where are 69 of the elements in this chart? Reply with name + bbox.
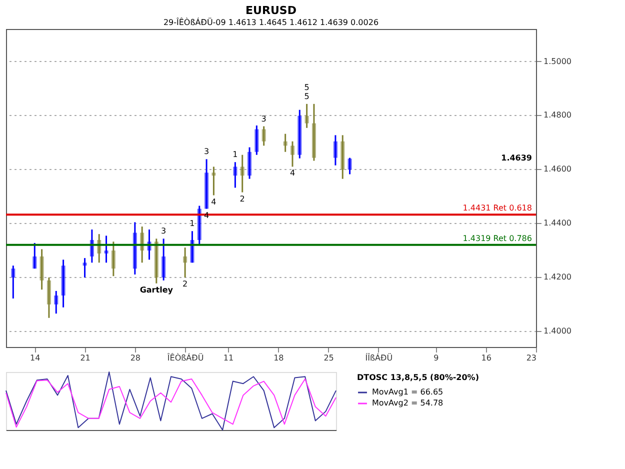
x-tick-label: 9 (434, 354, 439, 362)
candlestick (340, 134, 345, 180)
annotation: 3 (161, 226, 166, 236)
candlestick (248, 146, 252, 180)
annotation: 1 (232, 150, 238, 160)
y-tick-label: 1.5000 (544, 56, 572, 66)
annotation: 2 (182, 279, 188, 288)
x-tick-label: 16 (481, 354, 492, 362)
candlestick (82, 257, 87, 278)
legend-title: DTOSC 13,8,5,5 (80%-20%) (357, 373, 479, 382)
candlestick (54, 290, 58, 314)
candlestick (61, 258, 66, 308)
candlestick (233, 161, 238, 188)
annotation: 4 (204, 210, 210, 220)
x-tick-label: 21 (80, 354, 90, 362)
candlestick (290, 140, 294, 168)
candlestick (204, 158, 209, 210)
candlestick (190, 230, 194, 264)
y-tick-label: 1.4000 (544, 326, 572, 336)
chart-title: EURUSD (246, 4, 296, 17)
candlestick (162, 238, 166, 282)
annotation: 1 (190, 219, 195, 228)
y-tick-label: 1.4800 (544, 110, 572, 120)
candlestick (283, 133, 288, 153)
legend-label: MovAvg1 = 66.65 (372, 388, 444, 396)
candlestick (11, 264, 16, 300)
candlestick (40, 248, 44, 290)
x-tick-label: 28 (130, 354, 141, 362)
y-tick-label: 1.4600 (544, 164, 572, 174)
x-tick-label: 11 (223, 354, 234, 362)
x-tick-label: 18 (274, 354, 284, 362)
ref-line-label: 1.4431 Ret 0.618 (462, 204, 532, 213)
x-tick-label: ÎÊÒßÁÐÜ (167, 352, 204, 362)
x-tick-label: 23 (526, 354, 536, 362)
candlestick (212, 166, 216, 196)
y-tick-label: 1.4400 (544, 218, 572, 228)
annotation: 2 (240, 194, 245, 204)
candlestick (46, 276, 51, 319)
candlestick (132, 221, 137, 276)
annotation: 3 (261, 114, 266, 124)
candlestick (254, 124, 259, 156)
candlestick (298, 109, 302, 160)
candlestick (183, 246, 188, 278)
annotation: 5 (304, 82, 310, 92)
candlestick (104, 234, 108, 264)
candlestick (197, 205, 202, 246)
candlestick (348, 157, 352, 176)
annotation: 4 (290, 168, 296, 178)
annotation: 1.4639 (501, 154, 532, 163)
candlestick (312, 103, 316, 162)
annotation: 4 (211, 197, 216, 206)
candlestick (304, 103, 309, 129)
ref-line-label: 1.4319 Ret 0.786 (462, 234, 532, 243)
legend-label: MovAvg2 = 54.78 (372, 398, 444, 408)
annotation: 3 (204, 147, 210, 156)
x-tick-label: 25 (324, 354, 334, 362)
candlestick (240, 154, 244, 194)
candlestick (111, 240, 116, 277)
chart-subtitle: 29-ÎÊÒßÁÐÜ-09 1.4613 1.4645 1.4612 1.4639 0.0026 (163, 17, 379, 27)
x-tick-label: 14 (30, 354, 40, 362)
candlestick (154, 238, 158, 284)
candlestick (262, 126, 266, 146)
candlestick (140, 226, 144, 264)
candlestick (32, 242, 37, 270)
annotation: 5 (304, 92, 310, 101)
y-tick-label: 1.4200 (544, 272, 572, 282)
candlestick (333, 134, 338, 166)
annotation: Gartley (140, 285, 174, 294)
x-tick-label: ÍÎßÁÐÜ (365, 352, 393, 362)
